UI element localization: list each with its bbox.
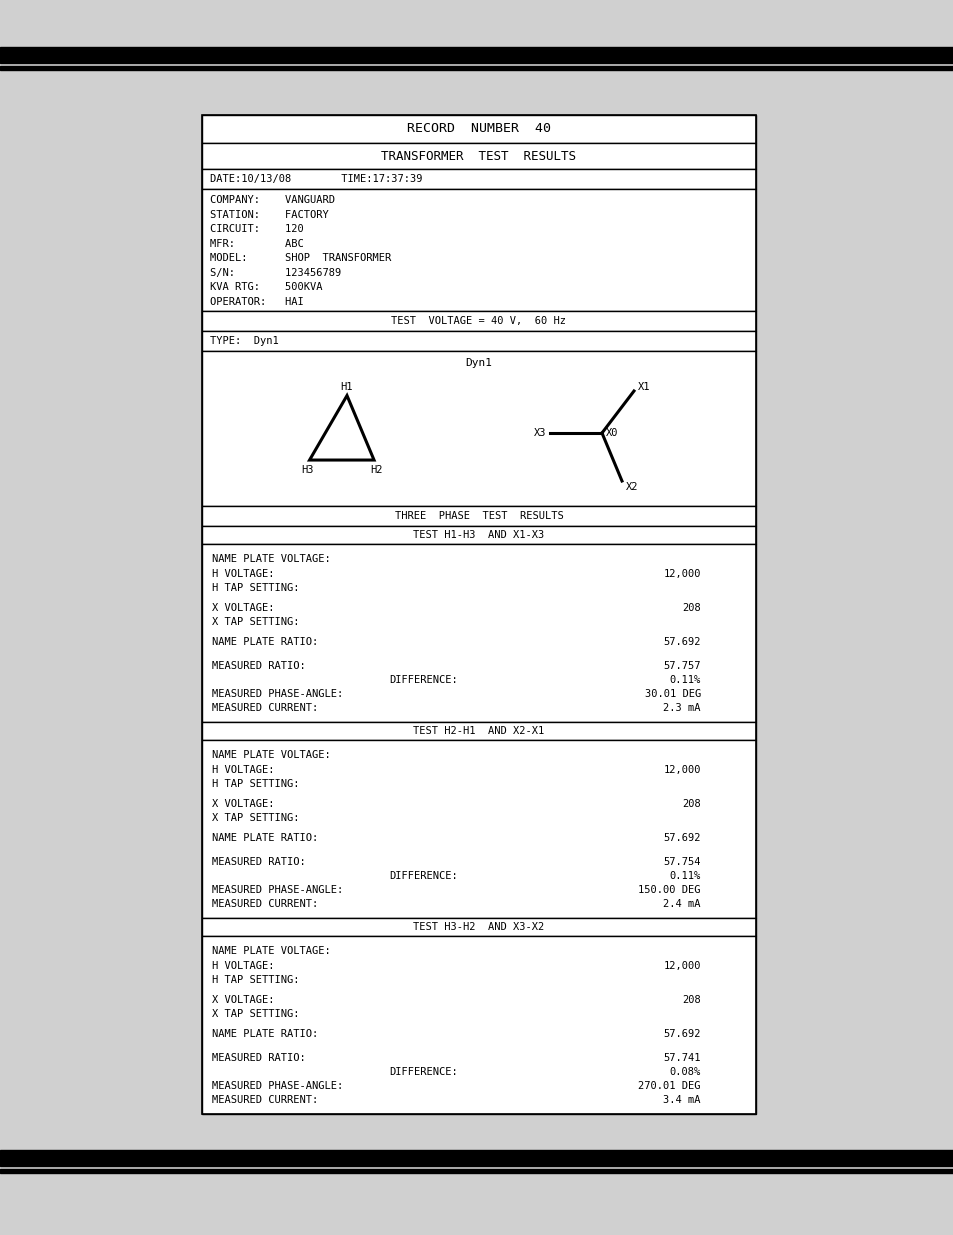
Text: MEASURED CURRENT:: MEASURED CURRENT: bbox=[212, 703, 318, 713]
Bar bbox=[202, 740, 755, 918]
Text: 208: 208 bbox=[681, 799, 700, 809]
Text: X TAP SETTING:: X TAP SETTING: bbox=[212, 1009, 299, 1019]
Text: X2: X2 bbox=[625, 482, 638, 492]
Text: 208: 208 bbox=[681, 603, 700, 613]
Text: 30.01 DEG: 30.01 DEG bbox=[644, 689, 700, 699]
Text: 270.01 DEG: 270.01 DEG bbox=[638, 1081, 700, 1091]
Text: TYPE:  Dyn1: TYPE: Dyn1 bbox=[210, 336, 278, 346]
Text: X VOLTAGE:: X VOLTAGE: bbox=[212, 603, 274, 613]
Bar bbox=[202, 506, 755, 526]
Text: X TAP SETTING:: X TAP SETTING: bbox=[212, 618, 299, 627]
Text: COMPANY:    VANGUARD: COMPANY: VANGUARD bbox=[210, 195, 335, 205]
Text: 57.692: 57.692 bbox=[662, 1029, 700, 1039]
Bar bbox=[202, 115, 755, 1114]
Text: MODEL:      SHOP  TRANSFORMER: MODEL: SHOP TRANSFORMER bbox=[210, 253, 391, 263]
Bar bbox=[202, 115, 755, 143]
Text: 0.08%: 0.08% bbox=[669, 1067, 700, 1077]
Text: CIRCUIT:    120: CIRCUIT: 120 bbox=[210, 225, 303, 235]
Text: H1: H1 bbox=[340, 382, 353, 391]
Text: MEASURED CURRENT:: MEASURED CURRENT: bbox=[212, 899, 318, 909]
Bar bbox=[0, 65, 953, 70]
Text: NAME PLATE RATIO:: NAME PLATE RATIO: bbox=[212, 832, 318, 844]
Text: 12,000: 12,000 bbox=[662, 569, 700, 579]
Text: 57.741: 57.741 bbox=[662, 1053, 700, 1063]
Bar bbox=[202, 311, 755, 331]
Text: DATE:10/13/08        TIME:17:37:39: DATE:10/13/08 TIME:17:37:39 bbox=[210, 174, 422, 184]
Text: OPERATOR:   HAI: OPERATOR: HAI bbox=[210, 296, 303, 306]
Text: MEASURED PHASE-ANGLE:: MEASURED PHASE-ANGLE: bbox=[212, 1081, 343, 1091]
Text: NAME PLATE VOLTAGE:: NAME PLATE VOLTAGE: bbox=[212, 555, 331, 564]
Text: KVA RTG:    500KVA: KVA RTG: 500KVA bbox=[210, 283, 322, 293]
Text: THREE  PHASE  TEST  RESULTS: THREE PHASE TEST RESULTS bbox=[395, 511, 563, 521]
Text: NAME PLATE VOLTAGE:: NAME PLATE VOLTAGE: bbox=[212, 750, 331, 760]
Text: 2.4 mA: 2.4 mA bbox=[662, 899, 700, 909]
Text: H VOLTAGE:: H VOLTAGE: bbox=[212, 569, 274, 579]
Text: 57.754: 57.754 bbox=[662, 857, 700, 867]
Text: 2.3 mA: 2.3 mA bbox=[662, 703, 700, 713]
Text: H2: H2 bbox=[370, 466, 382, 475]
Text: 3.4 mA: 3.4 mA bbox=[662, 1095, 700, 1105]
Text: X VOLTAGE:: X VOLTAGE: bbox=[212, 995, 274, 1005]
Text: MEASURED PHASE-ANGLE:: MEASURED PHASE-ANGLE: bbox=[212, 885, 343, 895]
Text: 0.11%: 0.11% bbox=[669, 871, 700, 881]
Text: X1: X1 bbox=[638, 382, 650, 391]
Text: X TAP SETTING:: X TAP SETTING: bbox=[212, 813, 299, 823]
Text: 12,000: 12,000 bbox=[662, 764, 700, 776]
Text: TEST H1-H3  AND X1-X3: TEST H1-H3 AND X1-X3 bbox=[413, 530, 544, 540]
Text: H TAP SETTING:: H TAP SETTING: bbox=[212, 779, 299, 789]
Text: DIFFERENCE:: DIFFERENCE: bbox=[389, 871, 457, 881]
Text: X3: X3 bbox=[533, 429, 545, 438]
Bar bbox=[202, 918, 755, 936]
Bar bbox=[202, 189, 755, 311]
Bar bbox=[202, 351, 755, 506]
Text: 57.692: 57.692 bbox=[662, 637, 700, 647]
Bar bbox=[202, 331, 755, 351]
Text: 208: 208 bbox=[681, 995, 700, 1005]
Text: X VOLTAGE:: X VOLTAGE: bbox=[212, 799, 274, 809]
Text: NAME PLATE RATIO:: NAME PLATE RATIO: bbox=[212, 637, 318, 647]
Text: S/N:        123456789: S/N: 123456789 bbox=[210, 268, 341, 278]
Text: H3: H3 bbox=[301, 466, 314, 475]
Text: STATION:    FACTORY: STATION: FACTORY bbox=[210, 210, 329, 220]
Text: MEASURED CURRENT:: MEASURED CURRENT: bbox=[212, 1095, 318, 1105]
Bar bbox=[202, 722, 755, 740]
Text: X0: X0 bbox=[605, 429, 618, 438]
Text: TEST  VOLTAGE = 40 V,  60 Hz: TEST VOLTAGE = 40 V, 60 Hz bbox=[391, 316, 566, 326]
Text: H TAP SETTING:: H TAP SETTING: bbox=[212, 583, 299, 593]
Text: H TAP SETTING:: H TAP SETTING: bbox=[212, 974, 299, 986]
Text: TEST H3-H2  AND X3-X2: TEST H3-H2 AND X3-X2 bbox=[413, 923, 544, 932]
Text: MEASURED RATIO:: MEASURED RATIO: bbox=[212, 661, 305, 671]
Text: MFR:        ABC: MFR: ABC bbox=[210, 238, 303, 248]
Text: 150.00 DEG: 150.00 DEG bbox=[638, 885, 700, 895]
Bar bbox=[0, 47, 953, 63]
Text: TEST H2-H1  AND X2-X1: TEST H2-H1 AND X2-X1 bbox=[413, 726, 544, 736]
Text: NAME PLATE RATIO:: NAME PLATE RATIO: bbox=[212, 1029, 318, 1039]
Text: H VOLTAGE:: H VOLTAGE: bbox=[212, 764, 274, 776]
Text: DIFFERENCE:: DIFFERENCE: bbox=[389, 676, 457, 685]
Text: 12,000: 12,000 bbox=[662, 961, 700, 971]
Text: NAME PLATE VOLTAGE:: NAME PLATE VOLTAGE: bbox=[212, 946, 331, 956]
Bar bbox=[202, 936, 755, 1114]
Text: MEASURED RATIO:: MEASURED RATIO: bbox=[212, 1053, 305, 1063]
Text: H VOLTAGE:: H VOLTAGE: bbox=[212, 961, 274, 971]
Text: Dyn1: Dyn1 bbox=[465, 358, 492, 368]
Text: 57.692: 57.692 bbox=[662, 832, 700, 844]
Bar bbox=[202, 143, 755, 169]
Text: RECORD  NUMBER  40: RECORD NUMBER 40 bbox=[407, 122, 551, 136]
Bar bbox=[202, 526, 755, 543]
Bar bbox=[0, 1170, 953, 1173]
Text: 0.11%: 0.11% bbox=[669, 676, 700, 685]
Text: MEASURED RATIO:: MEASURED RATIO: bbox=[212, 857, 305, 867]
Bar bbox=[202, 543, 755, 722]
Text: 57.757: 57.757 bbox=[662, 661, 700, 671]
Text: TRANSFORMER  TEST  RESULTS: TRANSFORMER TEST RESULTS bbox=[381, 149, 576, 163]
Text: MEASURED PHASE-ANGLE:: MEASURED PHASE-ANGLE: bbox=[212, 689, 343, 699]
Bar bbox=[0, 1150, 953, 1166]
Bar bbox=[202, 169, 755, 189]
Text: DIFFERENCE:: DIFFERENCE: bbox=[389, 1067, 457, 1077]
